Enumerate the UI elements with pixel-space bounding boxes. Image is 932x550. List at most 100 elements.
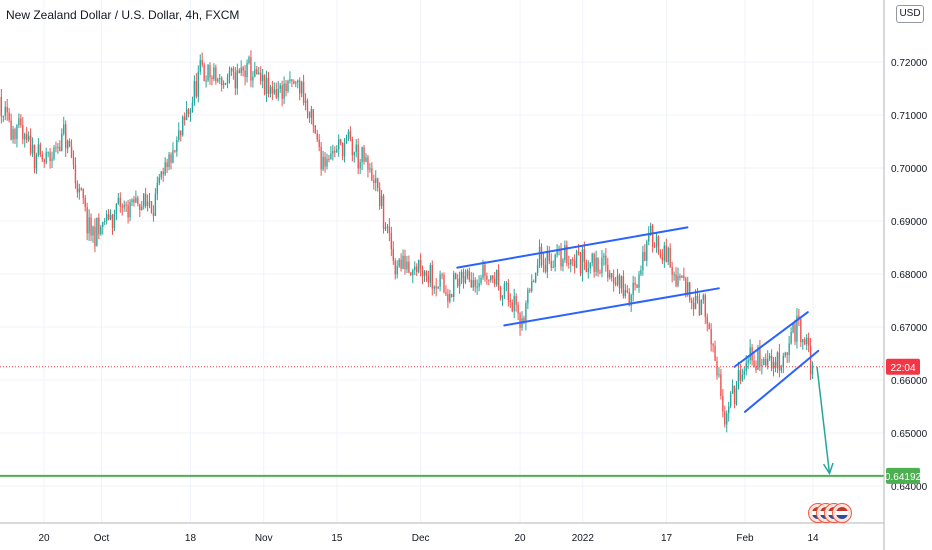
time-tick-label: 2022 xyxy=(572,533,595,544)
candle-body xyxy=(183,116,186,121)
candle-body xyxy=(293,81,295,84)
candle-body xyxy=(326,159,328,167)
candle-body xyxy=(230,68,233,71)
candle-body xyxy=(739,370,742,381)
candle-body xyxy=(566,245,568,264)
candle-body xyxy=(443,275,445,293)
candle-body xyxy=(43,159,45,163)
candle-body xyxy=(659,253,662,258)
candle-body xyxy=(704,295,706,317)
candle-body xyxy=(716,360,718,376)
candle-body xyxy=(33,144,36,169)
candle-body xyxy=(213,67,215,79)
candle-body xyxy=(220,77,223,86)
candle-body xyxy=(82,188,84,198)
candle-body xyxy=(768,355,771,359)
candle-body xyxy=(258,72,260,75)
candle-body xyxy=(648,233,650,242)
candle-body xyxy=(743,370,745,375)
candle-body xyxy=(133,199,135,203)
candle-body xyxy=(698,300,701,316)
events-flags[interactable] xyxy=(808,503,856,523)
candle-body xyxy=(240,67,242,73)
candle-body xyxy=(614,283,617,285)
candle-body xyxy=(599,272,601,274)
candle-body xyxy=(345,138,348,144)
candle-body xyxy=(603,255,605,258)
candle-body xyxy=(222,83,225,86)
candle-body xyxy=(263,74,266,94)
candle-body xyxy=(105,214,108,221)
candle-body xyxy=(807,337,810,346)
candle-body xyxy=(727,406,730,414)
candle-body xyxy=(162,171,164,175)
candle-body xyxy=(685,278,687,296)
candle-body xyxy=(404,255,406,270)
candle-body xyxy=(439,274,441,287)
time-tick-label: 14 xyxy=(807,533,819,544)
candle-body xyxy=(211,77,213,79)
candle-body xyxy=(651,225,654,247)
candle-body xyxy=(538,246,541,266)
candle-body xyxy=(380,195,383,206)
candle-body xyxy=(400,259,402,269)
candle-body xyxy=(718,374,720,376)
candle-body xyxy=(63,124,65,134)
candle-body xyxy=(269,86,272,94)
candle-body xyxy=(4,106,6,116)
candle-body xyxy=(252,76,254,81)
candle-body xyxy=(49,152,51,161)
candle-body xyxy=(273,89,276,94)
candle-body xyxy=(141,206,143,211)
candle-body xyxy=(722,395,724,412)
currency-badge[interactable]: USD xyxy=(896,5,924,23)
candle-body xyxy=(14,129,16,140)
candle-body xyxy=(302,81,305,103)
candle-body xyxy=(281,85,283,99)
candle-body xyxy=(55,147,57,149)
candle-body xyxy=(544,265,547,272)
candle-body xyxy=(507,282,510,301)
candle-body xyxy=(35,155,38,169)
time-tick-label: 17 xyxy=(661,533,673,544)
time-tick-label: Oct xyxy=(94,533,110,544)
candle-body xyxy=(41,154,43,160)
candle-body xyxy=(435,286,437,289)
candle-body xyxy=(259,72,262,82)
candle-body xyxy=(445,292,447,295)
candle-body xyxy=(178,130,180,140)
candle-body xyxy=(482,264,484,278)
candle-body xyxy=(283,83,285,99)
candle-body xyxy=(197,71,199,97)
time-tick-label: 15 xyxy=(331,533,343,544)
candle-body xyxy=(458,278,461,287)
candle-body xyxy=(499,287,502,298)
candle-body xyxy=(86,207,88,234)
candle-body xyxy=(18,118,20,126)
candle-body xyxy=(22,125,24,140)
candle-body xyxy=(503,283,506,296)
candle-body xyxy=(152,213,155,216)
channel-2-upper-line xyxy=(733,311,809,368)
candle-body xyxy=(622,276,625,297)
candle-body xyxy=(488,279,490,281)
candle-body xyxy=(39,144,42,155)
candle-body xyxy=(47,152,49,154)
candle-body xyxy=(351,138,354,156)
candle-body xyxy=(731,385,734,394)
candle-body xyxy=(74,164,77,184)
candle-body xyxy=(66,140,69,149)
candle-body xyxy=(386,226,389,228)
candle-body xyxy=(308,112,311,118)
candle-body xyxy=(618,275,621,289)
candle-body xyxy=(755,366,757,370)
candle-body xyxy=(390,232,393,250)
target-price-label-bg xyxy=(886,467,920,484)
candle-body xyxy=(148,201,151,203)
last-price-label: 22:04 xyxy=(890,363,915,374)
candle-body xyxy=(129,201,131,218)
candle-body xyxy=(359,162,361,169)
candle-body xyxy=(189,112,192,115)
us-flag-icon[interactable] xyxy=(832,503,852,523)
